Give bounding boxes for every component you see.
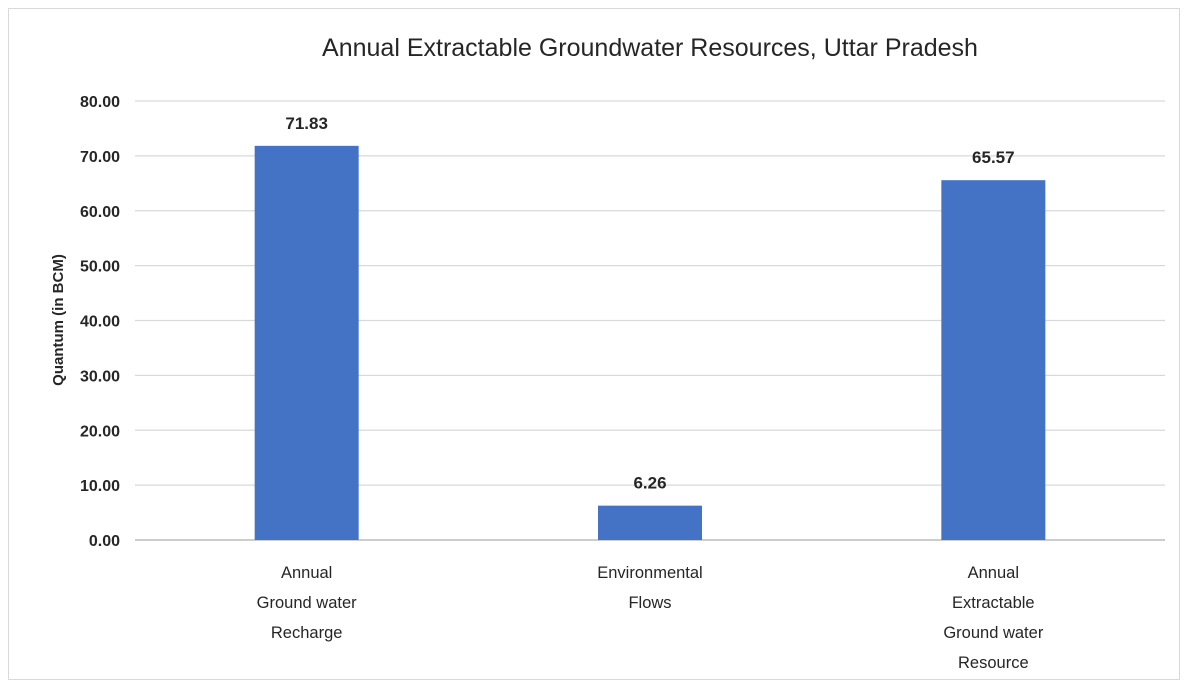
data-label: 71.83 (285, 114, 328, 133)
bar (254, 145, 359, 540)
y-axis-title: Quantum (in BCM) (50, 254, 67, 386)
data-label: 65.57 (972, 148, 1015, 167)
y-tick-label: 40.00 (80, 314, 120, 331)
y-tick-label: 20.00 (80, 423, 120, 440)
x-category-label: Ground water (257, 594, 357, 612)
y-tick-label: 60.00 (80, 204, 120, 221)
x-category-label: Annual (968, 564, 1019, 582)
chart-title: Annual Extractable Groundwater Resources… (322, 34, 978, 62)
x-category-label: Annual (281, 564, 332, 582)
x-category-label: Extractable (952, 594, 1035, 612)
bar (598, 505, 702, 540)
bar (941, 180, 1046, 540)
x-category-label: Resource (958, 654, 1029, 672)
y-tick-label: 50.00 (80, 259, 120, 276)
y-axis-ticks: 0.00 10.00 20.00 30.00 40.00 50.00 60.00 70.00 8… (80, 94, 120, 550)
x-category-label: Environmental (597, 564, 702, 582)
bars (254, 145, 1046, 540)
y-tick-label: 70.00 (80, 149, 120, 166)
data-labels: 71.83 6.26 65.57 (285, 114, 1014, 493)
x-axis-categories: Annual Ground water Recharge Environmental F… (257, 564, 1044, 672)
y-tick-label: 10.00 (80, 478, 120, 495)
y-tick-label: 0.00 (89, 533, 120, 550)
y-tick-label: 30.00 (80, 368, 120, 385)
x-category-label: Recharge (271, 624, 343, 642)
x-category-label: Ground water (943, 624, 1043, 642)
x-category-label: Flows (628, 594, 671, 612)
data-label: 6.26 (633, 474, 666, 493)
y-tick-label: 80.00 (80, 94, 120, 111)
